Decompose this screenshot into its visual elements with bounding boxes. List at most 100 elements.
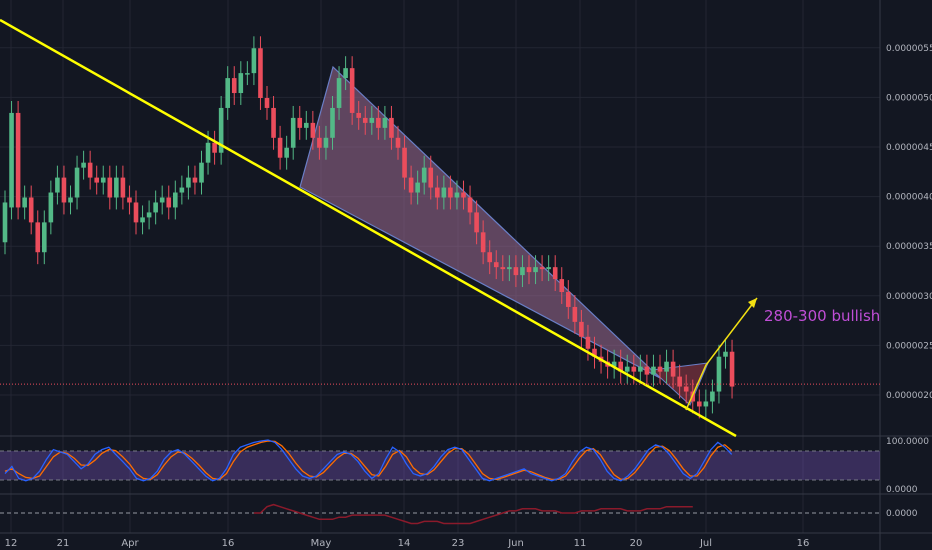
candle-down — [474, 212, 479, 233]
candle-down — [264, 98, 270, 108]
candle-down — [28, 197, 34, 223]
momentum-tick-label: 0.0000 — [886, 509, 918, 519]
candle-down — [317, 137, 322, 148]
candle-up — [245, 73, 250, 75]
candle-down — [271, 107, 276, 138]
projection-arrow — [685, 297, 758, 411]
x-tick-label: 14 — [398, 538, 411, 549]
candle-down — [572, 306, 578, 322]
candle-up — [330, 107, 335, 138]
candle-down — [395, 137, 401, 148]
candle-down — [644, 366, 650, 375]
candle-down — [500, 267, 506, 270]
x-tick-label: Jul — [699, 538, 712, 549]
candle-up — [100, 177, 106, 183]
candle-down — [127, 197, 132, 203]
candle-down — [231, 78, 237, 94]
candle-up — [22, 197, 27, 208]
candle-up — [238, 73, 244, 94]
candle-up — [284, 147, 289, 158]
x-tick-label: 16 — [797, 538, 810, 549]
candle-up — [186, 177, 191, 188]
y-tick-label: 0.00000200 — [886, 391, 932, 401]
momentum-line — [253, 503, 693, 525]
x-tick-label: May — [311, 538, 332, 549]
candle-up — [421, 167, 427, 183]
stoch-k-line — [4, 439, 733, 482]
candle-down — [493, 262, 499, 268]
candle-down — [552, 267, 558, 280]
candle-down — [657, 366, 663, 372]
x-tick-label: 20 — [630, 538, 643, 549]
candle-up — [146, 212, 152, 218]
annotation-label: 280-300 bullish — [764, 307, 880, 325]
candle-up — [48, 192, 54, 223]
candle-up — [140, 217, 145, 223]
candle-up — [81, 162, 86, 168]
stoch-band — [0, 451, 880, 480]
candle-down — [356, 112, 361, 118]
projection-arrow-head — [748, 298, 757, 308]
stoch-tick-label: 100.0000 — [886, 437, 929, 447]
candle-down — [559, 279, 565, 293]
candle-up — [336, 78, 342, 108]
x-tick-label: Jun — [507, 538, 524, 549]
candle-down — [376, 117, 381, 128]
candle-down — [566, 292, 571, 307]
candle-down — [670, 361, 676, 377]
support-trendline — [0, 18, 737, 438]
candle-down — [526, 267, 532, 273]
candle-up — [382, 117, 388, 128]
candle-down — [539, 267, 545, 270]
candle-up — [343, 68, 348, 79]
candle-up — [304, 122, 309, 128]
candle-down — [120, 177, 126, 198]
candle-down — [402, 147, 407, 178]
candle-up — [441, 187, 447, 198]
candle-down — [349, 68, 355, 113]
candle-down — [362, 117, 368, 123]
candle-down — [467, 197, 473, 213]
candle-up — [218, 107, 224, 153]
candle-down — [618, 361, 623, 372]
candle-up — [611, 361, 617, 367]
candle-up — [251, 48, 257, 74]
candle-up — [369, 117, 375, 123]
candle-up — [638, 366, 643, 372]
candle-up — [173, 192, 178, 208]
candle-down — [61, 177, 67, 203]
candle-up — [664, 361, 669, 372]
candle-down — [480, 232, 486, 253]
candle-up — [323, 137, 329, 148]
candle-up — [179, 187, 185, 193]
candle-down — [389, 117, 394, 138]
candle-down — [15, 112, 21, 208]
candle-down — [592, 348, 597, 357]
candle-down — [258, 48, 263, 98]
candle-up — [42, 222, 47, 253]
candle-up — [68, 197, 73, 203]
candle-down — [677, 376, 682, 387]
candle-down — [166, 197, 172, 208]
candle-up — [546, 267, 551, 270]
candle-down — [461, 192, 466, 198]
x-tick-label: 11 — [574, 538, 587, 549]
x-tick-label: 16 — [222, 538, 235, 549]
candle-down — [133, 202, 139, 223]
x-tick-label: 12 — [5, 538, 18, 549]
candle-down — [35, 222, 41, 253]
candle-down — [192, 177, 198, 183]
candle-down — [697, 401, 702, 407]
candle-up — [199, 162, 204, 183]
candle-down — [631, 366, 637, 372]
candle-up — [153, 202, 158, 213]
candle-up — [9, 112, 14, 208]
x-tick-label: Apr — [121, 538, 139, 549]
x-tick-label: 21 — [57, 538, 70, 549]
